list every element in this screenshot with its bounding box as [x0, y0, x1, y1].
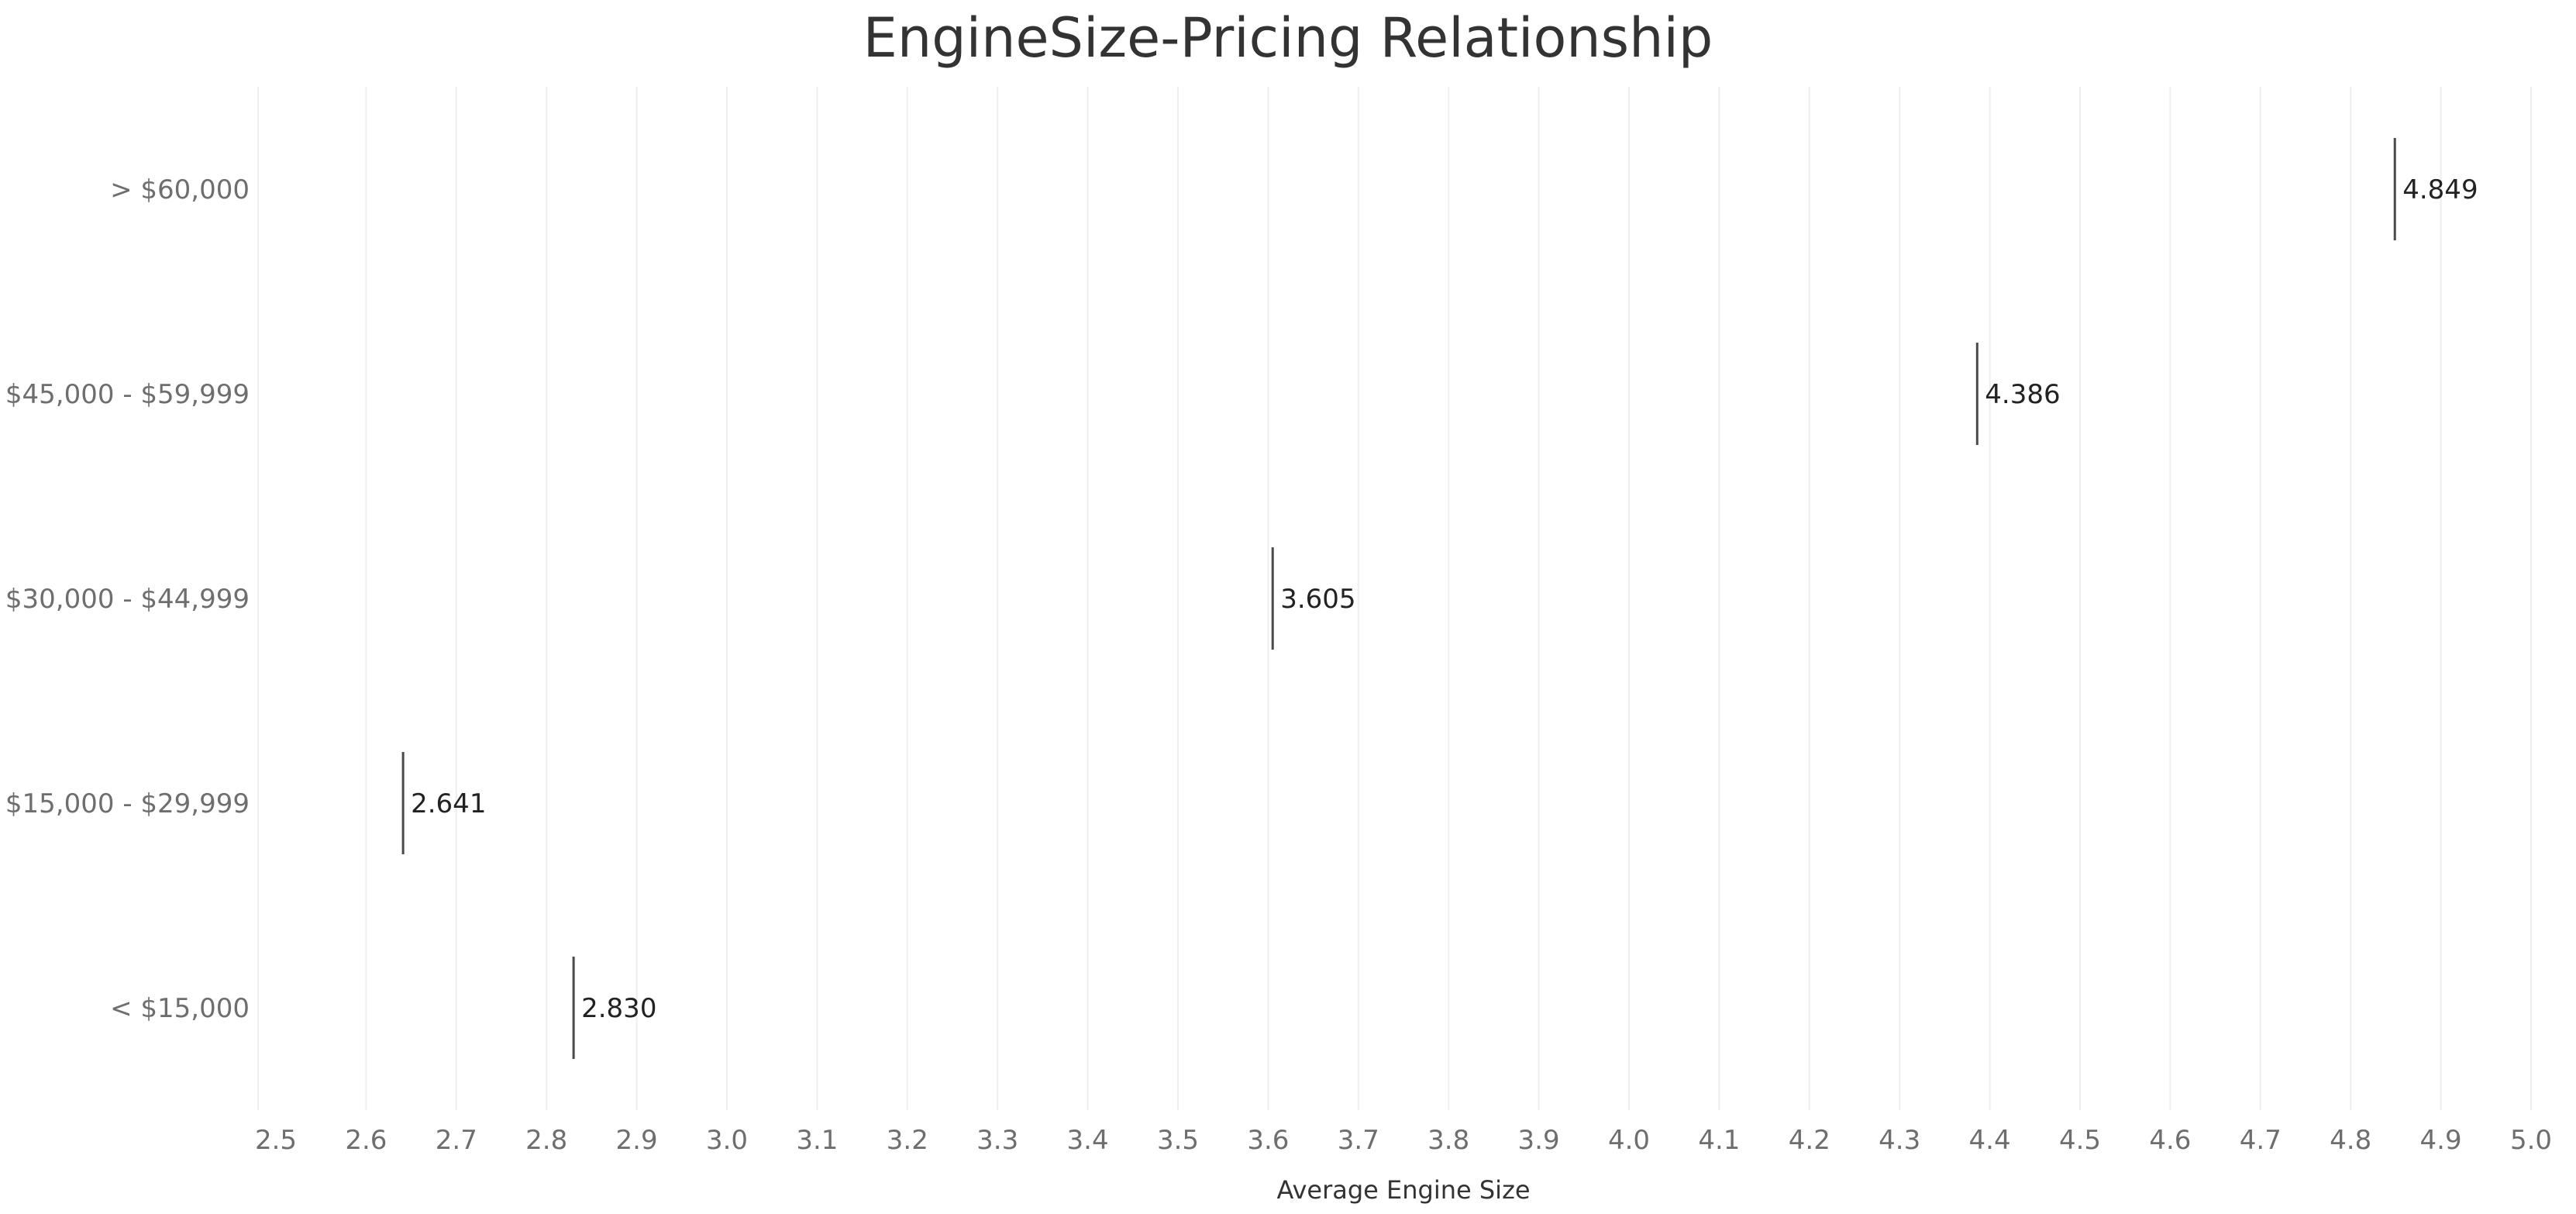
data-marks: 4.849 4.386 3.605 2.641 2.830 — [401, 138, 2478, 1059]
y-category-label: > $60,000 — [110, 174, 250, 205]
x-tick-label: 4.2 — [1789, 1125, 1830, 1156]
x-tick-label: 4.6 — [2149, 1125, 2191, 1156]
x-tick-label: 4.5 — [2059, 1125, 2101, 1156]
x-tick-label: 4.8 — [2330, 1125, 2371, 1156]
x-axis-title: Average Engine Size — [1276, 1175, 1530, 1205]
x-tick-label: 4.0 — [1608, 1125, 1650, 1156]
y-axis-labels: > $60,000 $45,000 - $59,999 $30,000 - $44,… — [5, 174, 250, 1024]
x-tick-label: 3.2 — [887, 1125, 928, 1156]
x-tick-label: 2.6 — [345, 1125, 387, 1156]
x-tick-label: 2.5 — [255, 1125, 297, 1156]
data-value-label: 2.830 — [581, 993, 656, 1024]
y-category-label: $15,000 - $29,999 — [5, 788, 250, 819]
x-tick-label: 3.5 — [1157, 1125, 1199, 1156]
gridlines — [257, 87, 2532, 1110]
x-tick-label: 2.7 — [436, 1125, 477, 1156]
x-tick-label: 3.3 — [976, 1125, 1018, 1156]
y-category-label: $30,000 - $44,999 — [5, 584, 250, 615]
x-tick-label: 3.6 — [1247, 1125, 1289, 1156]
x-tick-label: 3.9 — [1518, 1125, 1560, 1156]
x-tick-label: 3.7 — [1338, 1125, 1379, 1156]
x-tick-label: 4.3 — [1879, 1125, 1920, 1156]
x-tick-label: 3.4 — [1067, 1125, 1109, 1156]
y-category-label: < $15,000 — [110, 993, 250, 1024]
x-tick-label: 5.0 — [2510, 1125, 2552, 1156]
data-value-label: 4.849 — [2402, 174, 2478, 205]
x-tick-label: 2.8 — [525, 1125, 567, 1156]
x-tick-label: 3.0 — [706, 1125, 748, 1156]
x-tick-label: 4.9 — [2420, 1125, 2462, 1156]
x-tick-label: 4.1 — [1698, 1125, 1740, 1156]
x-tick-label: 3.1 — [796, 1125, 838, 1156]
x-tick-label: 4.4 — [1969, 1125, 2011, 1156]
x-tick-label: 4.7 — [2240, 1125, 2282, 1156]
chart-title: EngineSize-Pricing Relationship — [863, 6, 1713, 70]
data-value-label: 3.605 — [1280, 584, 1355, 615]
x-tick-label: 2.9 — [616, 1125, 658, 1156]
x-tick-label: 3.8 — [1427, 1125, 1469, 1156]
data-value-label: 4.386 — [1985, 379, 2060, 410]
y-category-label: $45,000 - $59,999 — [5, 379, 250, 410]
x-axis-tick-labels: 2.5 2.6 2.7 2.8 2.9 3.0 3.1 3.2 3.3 3.4 3.5 3.6 3.7 3… — [255, 1125, 2552, 1156]
data-value-label: 2.641 — [411, 788, 486, 819]
